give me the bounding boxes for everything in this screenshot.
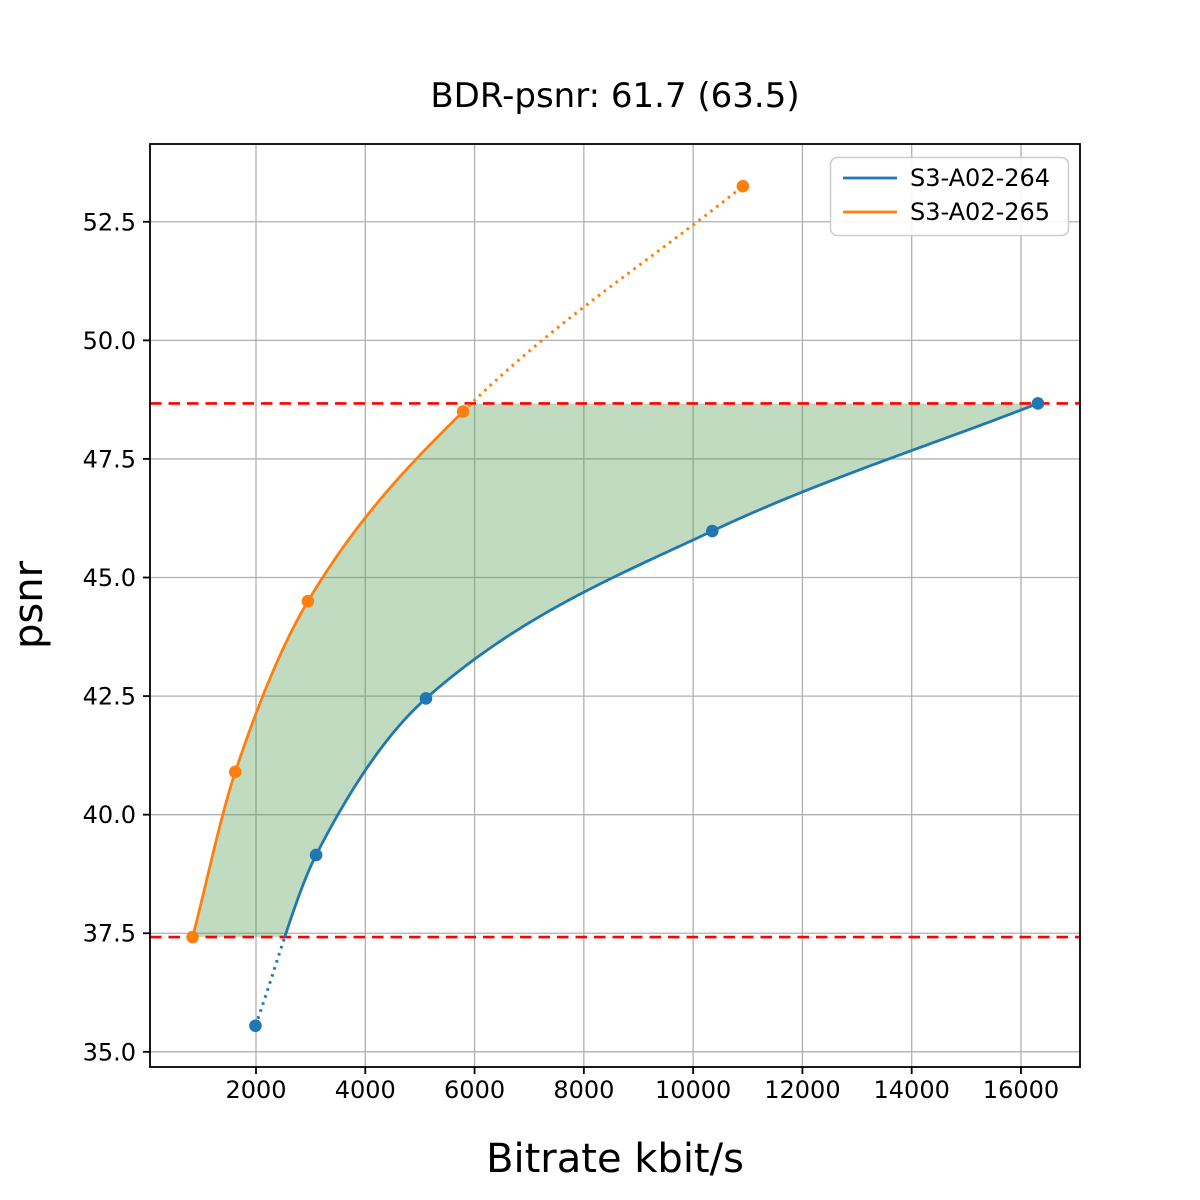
- grid: [150, 144, 1080, 1067]
- x-tick-label: 6000: [444, 1076, 505, 1104]
- data-point-264: [249, 1019, 262, 1033]
- data-point-265: [301, 594, 315, 608]
- data-point-264: [419, 692, 433, 705]
- curve-265-dotted: [462, 185, 744, 413]
- data-point-265: [186, 930, 199, 944]
- data-point-265: [456, 405, 470, 418]
- y-axis-label: psnr: [6, 560, 52, 649]
- plot-frame: [149, 143, 1081, 1068]
- y-tick-label: 52.5: [83, 208, 136, 236]
- axis-ticks: 2000 4000 6000 8000 10000 12000 14000 16000 35.0…: [83, 208, 1060, 1104]
- y-tick-label: 40.0: [83, 801, 136, 829]
- y-tick-label: 37.5: [83, 920, 136, 948]
- bd-shaded-region: [192, 403, 1038, 938]
- data-point-265: [228, 765, 242, 779]
- data-point-264: [1031, 397, 1045, 410]
- data-point-264: [705, 524, 719, 538]
- y-tick-label: 42.5: [83, 683, 136, 711]
- x-tick-label: 10000: [655, 1076, 731, 1104]
- chart-title: BDR-psnr: 61.7 (63.5): [430, 76, 799, 116]
- legend-label-265: S3-A02-265: [910, 198, 1050, 226]
- x-tick-label: 4000: [335, 1076, 396, 1104]
- x-axis-label: Bitrate kbit/s: [486, 1136, 744, 1182]
- legend-label-264: S3-A02-264: [910, 164, 1050, 192]
- x-tick-label: 2000: [225, 1076, 286, 1104]
- data-point-265: [736, 179, 750, 193]
- curve-264-dotted: [254, 936, 287, 1027]
- y-tick-label: 50.0: [83, 327, 136, 355]
- curve-265: [191, 410, 465, 938]
- legend: S3-A02-264 S3-A02-265: [829, 156, 1070, 237]
- x-tick-label: 16000: [983, 1076, 1059, 1104]
- y-tick-label: 47.5: [83, 445, 136, 473]
- x-tick-label: 12000: [764, 1076, 840, 1104]
- y-tick-label: 45.0: [83, 564, 136, 592]
- data-point-264: [309, 848, 323, 862]
- rd-curves: [186, 179, 1045, 1033]
- x-tick-label: 8000: [553, 1076, 614, 1104]
- psnr-bound-lines: [150, 402, 1080, 939]
- x-tick-label: 14000: [874, 1076, 950, 1104]
- curve-264: [283, 402, 1039, 938]
- y-tick-label: 35.0: [83, 1038, 136, 1066]
